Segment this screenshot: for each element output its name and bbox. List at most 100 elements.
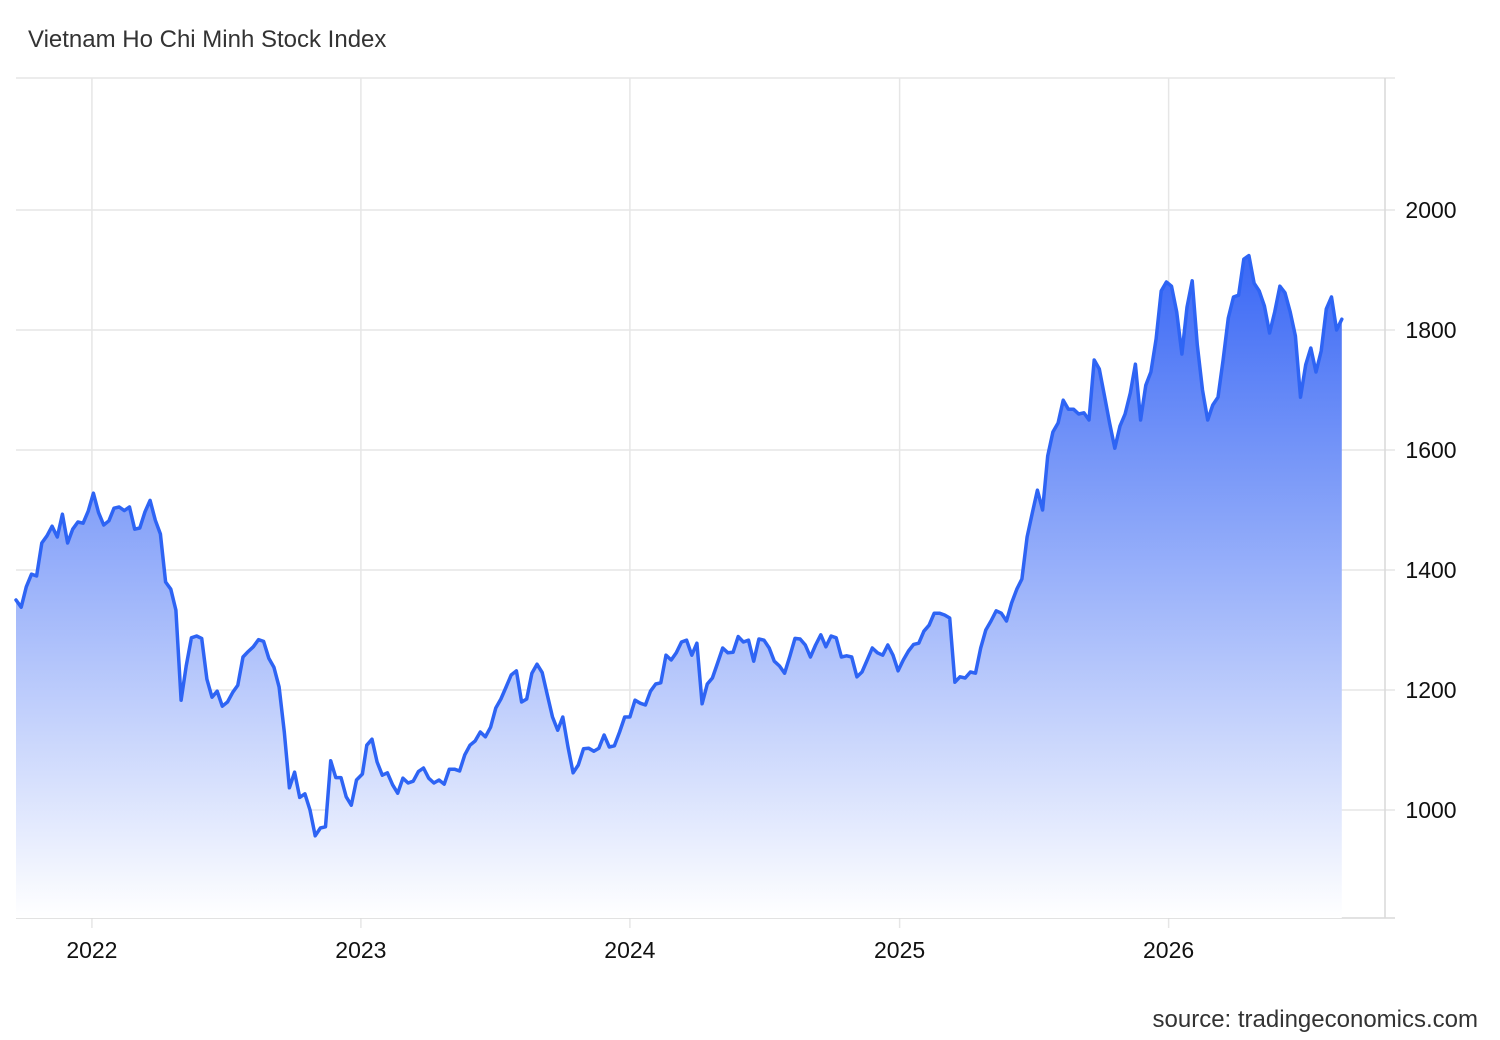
data-point-68 bbox=[365, 744, 368, 747]
series-area-fill bbox=[16, 255, 1342, 919]
data-point-111 bbox=[587, 747, 590, 750]
data-point-126 bbox=[665, 654, 668, 657]
data-point-20 bbox=[118, 506, 121, 509]
data-point-87 bbox=[463, 753, 466, 756]
data-point-246 bbox=[1284, 291, 1287, 294]
data-point-76 bbox=[407, 782, 410, 785]
data-point-232 bbox=[1211, 404, 1214, 407]
data-point-40 bbox=[221, 705, 224, 708]
data-point-109 bbox=[577, 764, 580, 767]
data-point-35 bbox=[195, 635, 198, 638]
data-point-21 bbox=[123, 509, 126, 512]
data-point-204 bbox=[1067, 408, 1070, 411]
data-point-133 bbox=[701, 702, 704, 705]
data-point-117 bbox=[618, 731, 621, 734]
y-axis: 1000 1200 1400 1600 1800 2000 bbox=[1405, 197, 1456, 823]
data-point-197 bbox=[1031, 512, 1034, 515]
data-point-228 bbox=[1191, 279, 1194, 282]
data-point-218 bbox=[1139, 419, 1142, 422]
data-point-225 bbox=[1175, 311, 1178, 314]
data-point-82 bbox=[438, 779, 441, 782]
data-point-131 bbox=[690, 654, 693, 657]
data-point-175 bbox=[917, 642, 920, 645]
data-point-39 bbox=[216, 690, 219, 693]
data-point-156 bbox=[819, 633, 822, 636]
data-point-37 bbox=[205, 678, 208, 681]
data-point-159 bbox=[835, 636, 838, 639]
data-point-209 bbox=[1093, 359, 1096, 362]
data-point-140 bbox=[737, 635, 740, 638]
data-point-167 bbox=[876, 651, 879, 654]
data-point-257 bbox=[1340, 318, 1343, 321]
data-point-162 bbox=[850, 656, 853, 659]
data-point-48 bbox=[262, 640, 265, 643]
data-point-160 bbox=[840, 656, 843, 659]
y-tick-label-1800: 1800 bbox=[1405, 317, 1456, 343]
data-point-55 bbox=[298, 796, 301, 799]
data-point-152 bbox=[799, 638, 802, 641]
data-point-224 bbox=[1170, 285, 1173, 288]
data-point-135 bbox=[711, 677, 714, 680]
data-point-251 bbox=[1309, 347, 1312, 350]
chart-title: Vietnam Ho Chi Minh Stock Index bbox=[28, 26, 387, 53]
data-point-108 bbox=[572, 771, 575, 774]
data-point-219 bbox=[1144, 384, 1147, 387]
data-point-96 bbox=[510, 674, 513, 677]
data-point-84 bbox=[448, 768, 451, 771]
data-point-214 bbox=[1119, 425, 1122, 428]
y-tick-label-1200: 1200 bbox=[1405, 677, 1456, 703]
data-point-85 bbox=[453, 768, 456, 771]
data-point-136 bbox=[716, 662, 719, 665]
data-point-44 bbox=[242, 656, 245, 659]
data-point-245 bbox=[1278, 285, 1281, 288]
data-point-94 bbox=[499, 698, 502, 701]
source-credit[interactable]: source: tradingeconomics.com bbox=[1152, 1006, 1478, 1033]
data-point-235 bbox=[1227, 317, 1230, 320]
data-point-150 bbox=[788, 655, 791, 658]
data-point-0 bbox=[15, 599, 18, 602]
data-point-149 bbox=[783, 672, 786, 675]
data-point-29 bbox=[164, 581, 167, 584]
data-point-31 bbox=[174, 609, 177, 612]
data-point-201 bbox=[1051, 431, 1054, 434]
data-point-205 bbox=[1072, 408, 1075, 411]
data-point-210 bbox=[1098, 368, 1101, 371]
data-point-25 bbox=[144, 510, 147, 513]
data-point-49 bbox=[267, 657, 270, 660]
data-point-14 bbox=[87, 510, 90, 513]
data-point-78 bbox=[417, 770, 420, 773]
data-point-64 bbox=[345, 795, 348, 798]
data-point-172 bbox=[902, 659, 905, 662]
data-point-192 bbox=[1005, 620, 1008, 623]
data-point-4 bbox=[35, 575, 38, 578]
data-point-67 bbox=[361, 773, 364, 776]
data-point-196 bbox=[1026, 536, 1029, 539]
data-point-176 bbox=[922, 630, 925, 633]
data-point-146 bbox=[768, 647, 771, 650]
data-point-132 bbox=[695, 642, 698, 645]
data-point-173 bbox=[907, 650, 910, 653]
data-point-28 bbox=[159, 533, 162, 536]
x-tick-label-2026: 2026 bbox=[1143, 937, 1194, 963]
data-point-145 bbox=[763, 639, 766, 642]
data-point-198 bbox=[1036, 489, 1039, 492]
data-point-237 bbox=[1237, 294, 1240, 297]
data-point-164 bbox=[861, 671, 864, 674]
data-point-206 bbox=[1077, 413, 1080, 416]
data-point-255 bbox=[1330, 296, 1333, 299]
data-point-233 bbox=[1217, 396, 1220, 399]
data-point-229 bbox=[1196, 344, 1199, 347]
data-point-234 bbox=[1222, 359, 1225, 362]
data-point-130 bbox=[685, 639, 688, 642]
data-point-9 bbox=[61, 513, 64, 516]
data-point-46 bbox=[252, 645, 255, 648]
data-point-217 bbox=[1134, 363, 1137, 366]
data-point-129 bbox=[680, 641, 683, 644]
data-point-42 bbox=[231, 691, 234, 694]
data-point-30 bbox=[169, 588, 172, 591]
data-point-143 bbox=[752, 660, 755, 663]
data-point-190 bbox=[995, 609, 998, 612]
data-point-50 bbox=[272, 666, 275, 669]
data-point-151 bbox=[794, 637, 797, 640]
